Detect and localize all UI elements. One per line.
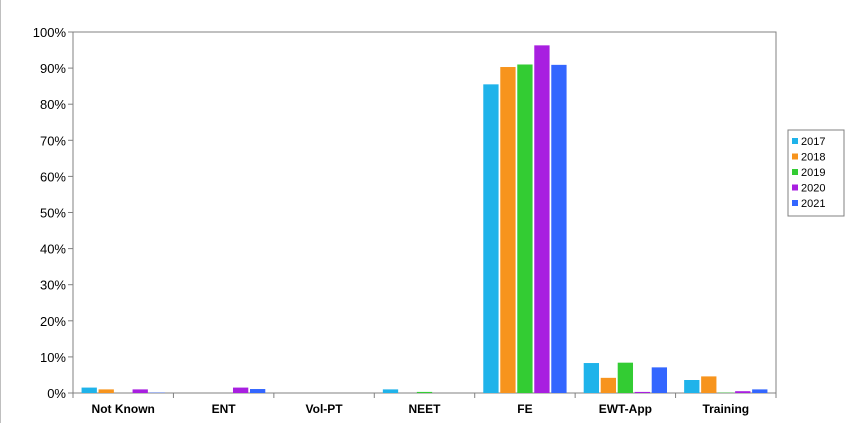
legend: 2017 2018 2019 2020 2021 (787, 129, 845, 217)
y-tick-label: 100% (33, 25, 67, 40)
bar-2018-training (701, 376, 717, 393)
legend-swatch-2020 (792, 184, 798, 191)
bar-2021-training (752, 389, 768, 393)
y-tick-label: 10% (40, 350, 66, 365)
bar-2017-neet (382, 389, 399, 393)
y-tick-label: 50% (40, 206, 66, 221)
y-tick-label: 60% (40, 169, 66, 184)
legend-swatch-2018 (792, 153, 798, 160)
x-tick-label: FE (517, 402, 532, 416)
bar-2021-fe (551, 64, 567, 393)
bar-2020-not-known (132, 389, 148, 393)
y-tick-label: 80% (40, 97, 66, 112)
bars (81, 45, 768, 394)
x-tick-label: ENT (212, 402, 237, 416)
x-axis: Not Known ENT Vol-PT NEET FE EWT-App Training (72, 393, 777, 416)
bar-2019-neet (416, 391, 433, 393)
y-tick-label: 40% (40, 242, 66, 257)
y-tick-label: 0% (47, 386, 66, 401)
legend-label-2020: 2020 (801, 183, 825, 195)
legend-label-2021: 2021 (801, 198, 825, 210)
plot-area (72, 31, 777, 394)
x-tick-label: Vol-PT (306, 402, 344, 416)
bar-2019-fe (517, 64, 533, 394)
bar-2017-ewt-app (583, 363, 600, 393)
legend-swatch-2017 (792, 138, 798, 144)
legend-label-2018: 2018 (801, 152, 825, 164)
x-tick-label: Not Known (92, 402, 155, 416)
bar-2020-ewt-app (634, 391, 651, 393)
legend-swatch-2021 (792, 200, 798, 206)
bar-2020-ent (232, 387, 249, 393)
legend-label-2019: 2019 (801, 167, 825, 179)
y-tick-label: 70% (40, 133, 66, 148)
bar-2017-fe (483, 84, 499, 393)
bar-2018-not-known (98, 389, 114, 393)
bar-2018-ewt-app (600, 377, 617, 393)
bar-2021-ewt-app (651, 367, 668, 393)
x-tick-label: EWT-App (599, 402, 652, 416)
bar-2020-training (735, 391, 751, 393)
legend-swatch-2019 (792, 169, 798, 175)
x-tick-label: Training (702, 402, 749, 416)
bar-2019-ewt-app (617, 362, 634, 393)
legend-label-2017: 2017 (801, 136, 825, 148)
y-tick-label: 20% (40, 314, 66, 329)
y-tick-label: 30% (40, 278, 66, 293)
bar-2018-fe (500, 67, 516, 393)
bar-2020-fe (534, 45, 550, 394)
y-axis: 0% 10% 20% 30% 40% 50% 60% 70% 80% 90% 100% (33, 25, 73, 401)
bar-2017-training (684, 380, 700, 393)
y-tick-label: 90% (40, 61, 66, 76)
x-tick-label: NEET (408, 402, 441, 416)
bar-2021-ent (249, 389, 266, 393)
bar-2017-not-known (81, 387, 97, 393)
